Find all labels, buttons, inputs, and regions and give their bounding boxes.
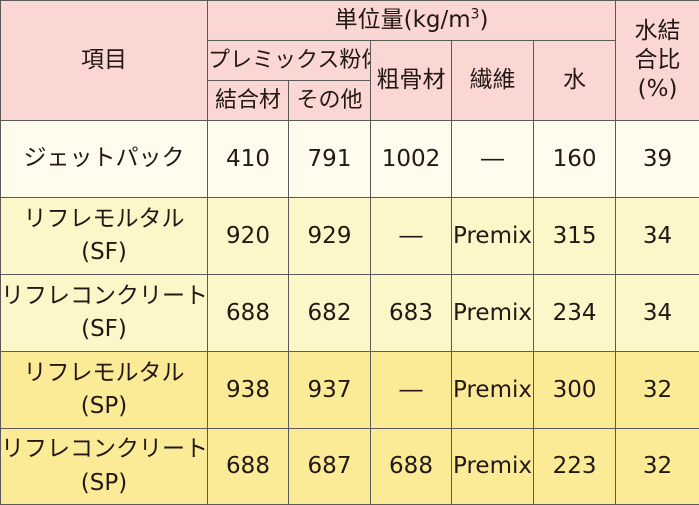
row-name: リフレモルタル(SF) (1, 198, 208, 275)
cell-other: 687 (289, 429, 371, 505)
cell-binder: 410 (208, 121, 289, 198)
cell-binder: 920 (208, 198, 289, 275)
header-water: 水 (534, 41, 616, 121)
header-premix: プレミックス粉体 (208, 41, 371, 81)
cell-other: 682 (289, 275, 371, 352)
cell-water: 315 (534, 198, 616, 275)
row-name: リフレモルタル(SP) (1, 352, 208, 429)
header-fiber: 繊維 (452, 41, 534, 121)
cell-fiber: Premix (452, 352, 534, 429)
header-binder: 結合材 (208, 81, 289, 121)
cell-coarse: 688 (371, 429, 452, 505)
header-other: その他 (289, 81, 371, 121)
table-row: リフレモルタル(SF) 920 929 ― Premix 315 34 (1, 198, 699, 275)
table-row: リフレコンクリート(SF) 688 682 683 Premix 234 34 (1, 275, 699, 352)
cell-ratio: 34 (616, 198, 699, 275)
header-item: 項目 (1, 1, 208, 121)
header-water-binder-ratio: 水結 合比 (%) (616, 1, 699, 121)
row-name: ジェットパック (1, 121, 208, 198)
cell-fiber: ― (452, 121, 534, 198)
cell-fiber: Premix (452, 429, 534, 505)
table-row: ジェットパック 410 791 1002 ― 160 39 (1, 121, 699, 198)
table-row: リフレコンクリート(SP) 688 687 688 Premix 223 32 (1, 429, 699, 505)
cell-coarse: 683 (371, 275, 452, 352)
row-name: リフレコンクリート(SP) (1, 429, 208, 505)
cell-other: 937 (289, 352, 371, 429)
cell-ratio: 39 (616, 121, 699, 198)
table-row: リフレモルタル(SP) 938 937 ― Premix 300 32 (1, 352, 699, 429)
cell-ratio: 34 (616, 275, 699, 352)
cell-ratio: 32 (616, 429, 699, 505)
cell-fiber: Premix (452, 275, 534, 352)
cell-fiber: Premix (452, 198, 534, 275)
cell-binder: 938 (208, 352, 289, 429)
cell-water: 223 (534, 429, 616, 505)
header-unit: 単位量(kg/m3) (208, 1, 616, 41)
cell-other: 791 (289, 121, 371, 198)
cell-water: 234 (534, 275, 616, 352)
cell-binder: 688 (208, 429, 289, 505)
cell-other: 929 (289, 198, 371, 275)
cell-coarse: 1002 (371, 121, 452, 198)
cell-ratio: 32 (616, 352, 699, 429)
cell-binder: 688 (208, 275, 289, 352)
cell-water: 300 (534, 352, 616, 429)
header-coarse-aggregate: 粗骨材 (371, 41, 452, 121)
cell-water: 160 (534, 121, 616, 198)
row-name: リフレコンクリート(SF) (1, 275, 208, 352)
cell-coarse: ― (371, 352, 452, 429)
cell-coarse: ― (371, 198, 452, 275)
